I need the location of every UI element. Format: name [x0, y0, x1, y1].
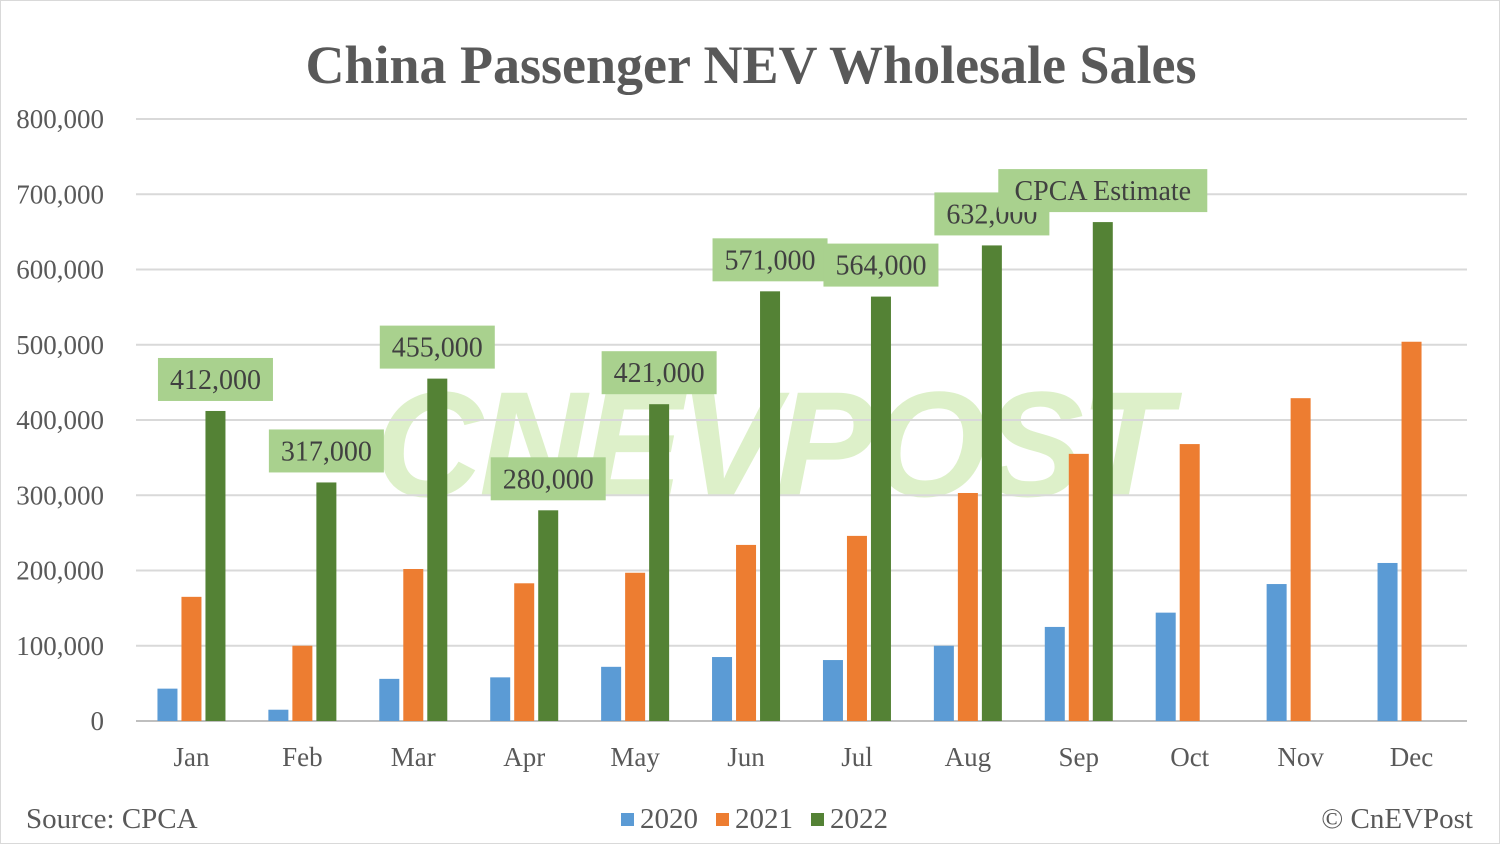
bar-2021-Mar: [403, 568, 424, 721]
bar-2020-Jun: [712, 657, 733, 721]
data-label-text: 571,000: [725, 245, 816, 276]
data-label-text: 280,000: [503, 464, 594, 495]
data-label-box: [490, 457, 606, 501]
y-tick-label: 300,000: [16, 480, 104, 510]
data-label: 280,000: [490, 457, 606, 501]
legend: 2020 2021 2022: [621, 803, 888, 835]
x-tick-label: Jan: [173, 742, 209, 772]
bar-2022-Jul: [870, 296, 891, 721]
y-tick-label: 200,000: [16, 556, 104, 586]
bar-2020-Mar: [379, 678, 400, 721]
source-note: Source: CPCA: [26, 803, 198, 835]
data-label: 421,000: [601, 351, 717, 395]
data-label-text: CPCA Estimate: [1015, 176, 1192, 207]
legend-label: 2020: [640, 803, 698, 835]
bar-2021-Feb: [292, 645, 313, 721]
x-tick-label: Mar: [391, 742, 436, 772]
data-label-text: 412,000: [170, 365, 261, 396]
data-label-box: [601, 351, 717, 395]
data-label: 564,000: [823, 243, 939, 287]
y-tick-label: 600,000: [16, 255, 104, 285]
x-tick-label: Nov: [1277, 742, 1324, 772]
data-label-box: [268, 429, 384, 473]
bar-2020-Sep: [1044, 626, 1065, 721]
bar-2022-Jun: [760, 291, 781, 721]
x-tick-label: Aug: [945, 742, 992, 772]
x-tick-label: Feb: [282, 742, 323, 772]
bar-2021-May: [625, 572, 646, 721]
data-label: 571,000: [712, 238, 828, 282]
bar-2021-Jun: [736, 544, 757, 721]
x-tick-label: Oct: [1170, 742, 1209, 772]
data-label: 632,000: [934, 192, 1050, 236]
data-label-box: [712, 238, 828, 282]
data-label-box: [998, 169, 1208, 213]
x-tick-label: Sep: [1059, 742, 1100, 772]
bar-2022-Apr: [538, 510, 559, 721]
bar-2021-Jul: [846, 535, 867, 721]
bar-2020-Dec: [1377, 562, 1398, 721]
legend-swatch: [621, 813, 634, 826]
bar-2020-Apr: [490, 677, 511, 721]
data-label-text: 421,000: [614, 358, 705, 389]
bar-2020-Jul: [822, 660, 843, 721]
x-tick-label: Jun: [727, 742, 765, 772]
data-label-text: 317,000: [281, 436, 372, 467]
legend-swatch: [811, 813, 824, 826]
y-tick-label: 700,000: [16, 179, 104, 209]
bar-2022-May: [649, 404, 670, 721]
data-label-box: [157, 357, 273, 401]
bar-2020-Aug: [933, 645, 954, 721]
data-label: 317,000: [268, 429, 384, 473]
bar-2022-Mar: [427, 378, 448, 721]
bar-2022-Feb: [316, 482, 337, 721]
data-label: 455,000: [379, 325, 495, 369]
data-label-text: 455,000: [392, 333, 483, 364]
bar-2020-Jan: [157, 688, 178, 721]
data-label-box: [379, 325, 495, 369]
x-tick-label: Jul: [841, 742, 873, 772]
credit-note: © CnEVPost: [1321, 803, 1473, 835]
bar-2022-Jan: [205, 410, 226, 721]
data-label-text: 564,000: [835, 251, 926, 282]
legend-label: 2022: [830, 803, 888, 835]
y-tick-label: 400,000: [16, 405, 104, 435]
bar-2021-Apr: [514, 583, 535, 721]
chart-title: China Passenger NEV Wholesale Sales: [305, 35, 1196, 95]
bar-2020-May: [601, 666, 622, 721]
legend-swatch: [716, 813, 729, 826]
bar-2022-Aug: [981, 245, 1002, 722]
bar-2020-Nov: [1266, 584, 1287, 721]
x-tick-label: Apr: [503, 742, 545, 772]
data-label-box: [823, 243, 939, 287]
bar-2021-Jan: [181, 596, 202, 721]
data-label: 412,000: [157, 357, 273, 401]
bar-2022-Sep: [1092, 222, 1113, 721]
bar-2021-Aug: [957, 492, 978, 721]
y-tick-label: 100,000: [16, 631, 104, 661]
x-tick-label: Dec: [1390, 742, 1433, 772]
bar-2021-Oct: [1179, 444, 1200, 721]
legend-label: 2021: [735, 803, 793, 835]
bar-2021-Dec: [1401, 341, 1422, 721]
bar-2020-Feb: [268, 709, 289, 721]
y-tick-label: 800,000: [16, 104, 104, 134]
bar-2021-Nov: [1290, 398, 1311, 721]
data-label: CPCA Estimate: [998, 169, 1208, 213]
bar-2021-Sep: [1068, 453, 1089, 721]
y-tick-label: 0: [91, 706, 105, 736]
bar-2020-Oct: [1155, 612, 1176, 721]
x-tick-label: May: [610, 742, 660, 772]
y-tick-label: 500,000: [16, 330, 104, 360]
